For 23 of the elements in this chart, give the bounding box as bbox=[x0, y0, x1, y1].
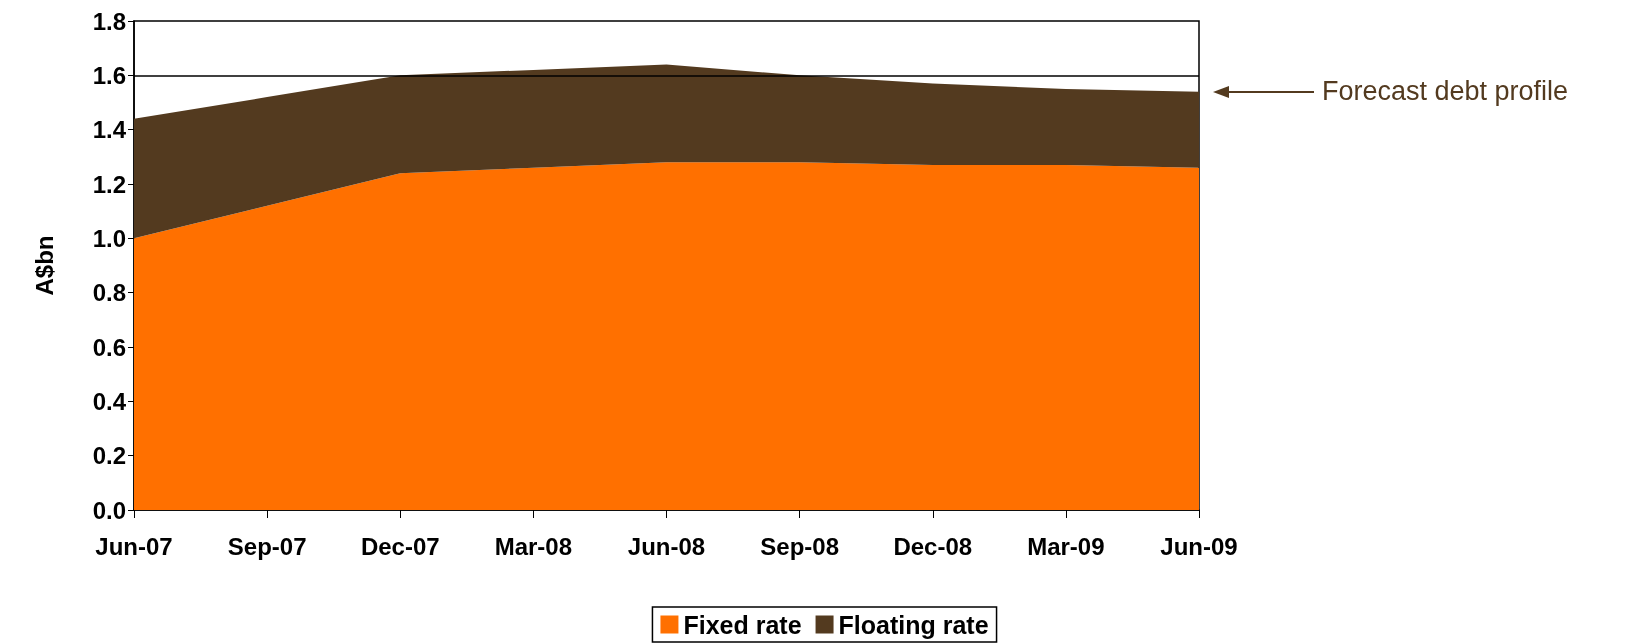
x-tick-label: Jun-09 bbox=[1160, 532, 1238, 560]
y-tick-label: 0.0 bbox=[92, 496, 126, 524]
y-tick-label: 0.6 bbox=[92, 333, 126, 361]
legend-label: Floating rate bbox=[838, 610, 989, 639]
x-tick-label: Mar-09 bbox=[1027, 532, 1105, 560]
x-tick-label: Jun-07 bbox=[95, 532, 173, 560]
x-tick-label: Mar-08 bbox=[494, 532, 573, 560]
y-tick-label: 1.2 bbox=[92, 170, 126, 198]
x-tick-label: Sep-08 bbox=[760, 532, 839, 560]
text: Forecast debt profile bbox=[1322, 75, 1569, 107]
y-tick-label: 1.4 bbox=[92, 116, 127, 144]
y-tick-label: 0.8 bbox=[92, 279, 126, 307]
y-tick-label: 1.0 bbox=[92, 224, 126, 252]
y-tick-label: 1.8 bbox=[92, 7, 126, 35]
x-tick-label: Sep-07 bbox=[227, 532, 307, 560]
legend-label: Fixed rate bbox=[683, 610, 802, 639]
y-tick-label: 1.6 bbox=[92, 61, 126, 89]
y-tick-label: 0.4 bbox=[92, 387, 127, 415]
x-tick-label: Jun-08 bbox=[627, 532, 706, 560]
x-tick-label: Dec-07 bbox=[360, 532, 440, 560]
y-axis-title: A$bn bbox=[30, 235, 58, 296]
x-tick-label: Dec-08 bbox=[893, 532, 973, 560]
y-tick-label: 0.2 bbox=[92, 442, 126, 470]
